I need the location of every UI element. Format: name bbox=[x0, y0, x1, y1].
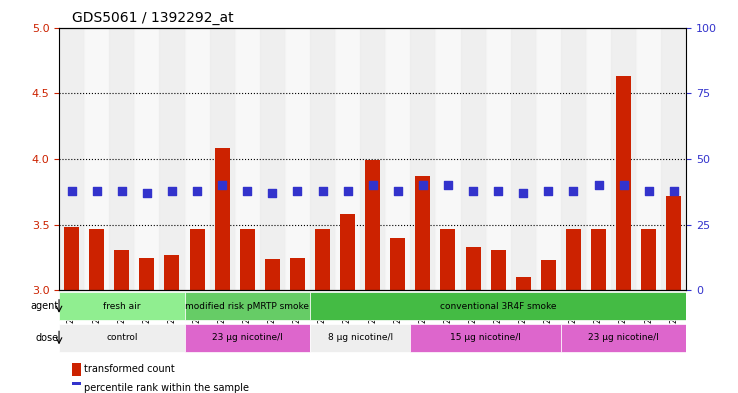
Text: percentile rank within the sample: percentile rank within the sample bbox=[84, 383, 249, 393]
Point bbox=[266, 190, 278, 196]
Point bbox=[317, 187, 328, 194]
Bar bbox=[159, 28, 184, 290]
Bar bbox=[511, 28, 536, 290]
Text: 23 μg nicotine/l: 23 μg nicotine/l bbox=[212, 333, 283, 342]
Bar bbox=[89, 229, 104, 290]
Bar bbox=[59, 28, 84, 290]
Bar bbox=[461, 28, 486, 290]
Bar bbox=[385, 28, 410, 290]
Bar bbox=[235, 28, 260, 290]
Bar bbox=[240, 229, 255, 290]
Bar bbox=[636, 28, 661, 290]
Point bbox=[116, 187, 128, 194]
Text: 8 μg nicotine/l: 8 μg nicotine/l bbox=[328, 333, 393, 342]
Bar bbox=[611, 28, 636, 290]
Bar bbox=[114, 250, 129, 290]
Text: transformed count: transformed count bbox=[84, 364, 175, 375]
Bar bbox=[109, 28, 134, 290]
Point bbox=[166, 187, 178, 194]
FancyBboxPatch shape bbox=[561, 323, 686, 352]
Bar bbox=[215, 149, 230, 290]
Bar bbox=[486, 28, 511, 290]
FancyBboxPatch shape bbox=[59, 292, 184, 320]
Bar bbox=[666, 196, 681, 290]
Bar bbox=[139, 257, 154, 290]
Bar bbox=[72, 382, 81, 393]
Bar bbox=[586, 28, 611, 290]
Bar bbox=[415, 176, 430, 290]
Text: 15 μg nicotine/l: 15 μg nicotine/l bbox=[450, 333, 521, 342]
Text: GDS5061 / 1392292_at: GDS5061 / 1392292_at bbox=[72, 11, 233, 25]
FancyBboxPatch shape bbox=[310, 323, 410, 352]
Point bbox=[141, 190, 153, 196]
Bar bbox=[134, 28, 159, 290]
Point bbox=[467, 187, 479, 194]
Bar bbox=[435, 28, 461, 290]
Bar bbox=[441, 229, 455, 290]
Bar bbox=[536, 28, 561, 290]
FancyBboxPatch shape bbox=[410, 323, 561, 352]
Bar bbox=[72, 363, 81, 376]
Point bbox=[542, 187, 554, 194]
Bar bbox=[491, 250, 506, 290]
Bar bbox=[561, 28, 586, 290]
Point bbox=[191, 187, 203, 194]
Text: agent: agent bbox=[31, 301, 59, 311]
Bar bbox=[210, 28, 235, 290]
Bar bbox=[335, 28, 360, 290]
Bar bbox=[290, 257, 305, 290]
Bar bbox=[591, 229, 606, 290]
Bar bbox=[315, 229, 330, 290]
Text: conventional 3R4F smoke: conventional 3R4F smoke bbox=[440, 302, 556, 311]
Bar bbox=[360, 28, 385, 290]
Point bbox=[492, 187, 504, 194]
Point bbox=[668, 187, 680, 194]
Point bbox=[417, 182, 429, 188]
Bar bbox=[190, 229, 204, 290]
Text: control: control bbox=[106, 333, 137, 342]
Point bbox=[292, 187, 303, 194]
Bar bbox=[340, 214, 355, 290]
Bar bbox=[285, 28, 310, 290]
Bar bbox=[516, 277, 531, 290]
Point bbox=[517, 190, 529, 196]
Bar bbox=[260, 28, 285, 290]
Bar bbox=[616, 76, 631, 290]
Bar bbox=[641, 229, 656, 290]
Point bbox=[367, 182, 379, 188]
FancyBboxPatch shape bbox=[59, 323, 184, 352]
Point bbox=[643, 187, 655, 194]
Bar bbox=[390, 238, 405, 290]
Point bbox=[216, 182, 228, 188]
Bar bbox=[184, 28, 210, 290]
Bar bbox=[466, 247, 480, 290]
Point bbox=[593, 182, 604, 188]
Point bbox=[66, 187, 77, 194]
Point bbox=[241, 187, 253, 194]
Text: fresh air: fresh air bbox=[103, 302, 140, 311]
Point bbox=[342, 187, 354, 194]
Text: 23 μg nicotine/l: 23 μg nicotine/l bbox=[588, 333, 659, 342]
FancyBboxPatch shape bbox=[310, 292, 686, 320]
Bar bbox=[661, 28, 686, 290]
Point bbox=[568, 187, 579, 194]
Point bbox=[392, 187, 404, 194]
Bar bbox=[165, 255, 179, 290]
Bar bbox=[84, 28, 109, 290]
Bar bbox=[410, 28, 435, 290]
Bar bbox=[64, 228, 79, 290]
Bar bbox=[541, 260, 556, 290]
Bar bbox=[365, 160, 380, 290]
Bar bbox=[310, 28, 335, 290]
Text: dose: dose bbox=[36, 333, 59, 343]
Point bbox=[442, 182, 454, 188]
FancyBboxPatch shape bbox=[184, 292, 310, 320]
Text: modified risk pMRTP smoke: modified risk pMRTP smoke bbox=[185, 302, 309, 311]
Bar bbox=[566, 229, 581, 290]
Point bbox=[91, 187, 103, 194]
FancyBboxPatch shape bbox=[184, 323, 310, 352]
Bar bbox=[265, 259, 280, 290]
Point bbox=[618, 182, 630, 188]
